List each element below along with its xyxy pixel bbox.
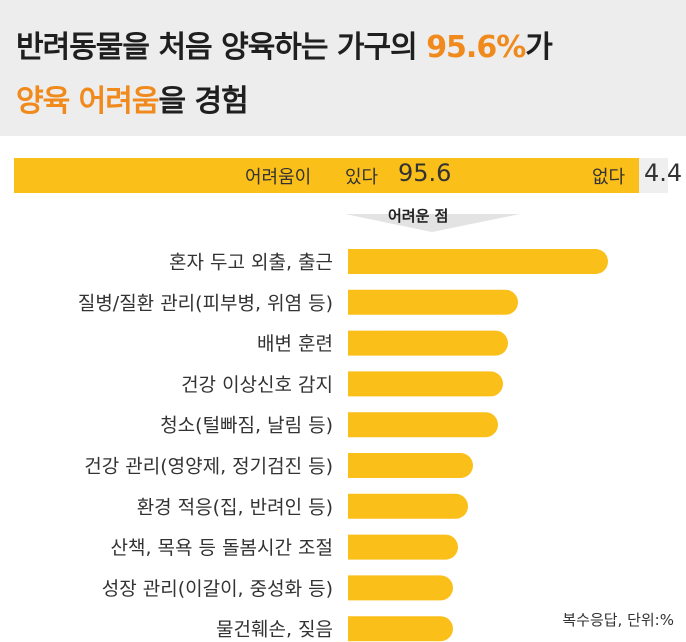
category-label: 물건훼손, 짖음 — [216, 619, 333, 641]
bar — [348, 575, 453, 601]
bar — [348, 330, 508, 356]
category-label: 혼자 두고 외출, 출근 — [169, 252, 333, 274]
bar — [348, 371, 503, 397]
pointer-label: 어려운 점 — [388, 207, 449, 225]
category-label: 산책, 목욕 등 돌봄시간 조절 — [111, 537, 333, 559]
title-accent-percent: 95.6% — [426, 30, 526, 65]
split-no-label: 없다 — [592, 167, 626, 188]
footnote: 복수응답, 단위:% — [562, 611, 674, 629]
split-yes-label: 어려움이 — [245, 167, 312, 188]
split-yes-label-2: 있다 — [345, 167, 379, 188]
category-label: 배변 훈련 — [257, 333, 333, 355]
bar — [348, 493, 468, 519]
category-label: 환경 적응(집, 반려인 등) — [137, 496, 333, 518]
title-text-tail: 가 — [525, 30, 553, 65]
category-label: 건강 관리(영양제, 정기검진 등) — [84, 456, 333, 478]
bar — [348, 249, 608, 274]
category-label: 건강 이상신호 감지 — [181, 374, 333, 396]
bar — [348, 289, 518, 315]
category-label: 청소(털빠짐, 날림 등) — [160, 415, 333, 437]
pointer-triangle — [345, 214, 520, 232]
split-bar: 어려움이 있다 95.6 없다 4.4 — [14, 158, 682, 193]
title-line-1: 반려동물을 처음 양육하는 가구의 95.6%가 — [16, 22, 553, 66]
title-line-2: 양육 어려움을 경험 — [16, 76, 249, 120]
split-bar-yes-segment — [14, 158, 639, 193]
bar — [348, 616, 453, 642]
category-label: 성장 관리(이갈이, 중성화 등) — [102, 578, 333, 600]
title-accent-phrase: 양육 어려움 — [16, 84, 159, 119]
split-bar-no-segment — [639, 158, 668, 193]
category-label: 질병/질환 관리(피부병, 위염 등) — [78, 292, 333, 314]
bar — [348, 453, 473, 478]
title-text-tail-2: 을 경험 — [158, 84, 248, 119]
header-banner: 반려동물을 처음 양육하는 가구의 95.6%가 양육 어려움을 경험 — [0, 0, 686, 136]
bar — [348, 534, 458, 560]
bar — [348, 412, 498, 438]
title-text: 반려동물을 처음 양육하는 가구의 — [16, 30, 427, 65]
split-no-value: 4.4 — [644, 159, 683, 187]
split-yes-value: 95.6 — [398, 159, 452, 187]
